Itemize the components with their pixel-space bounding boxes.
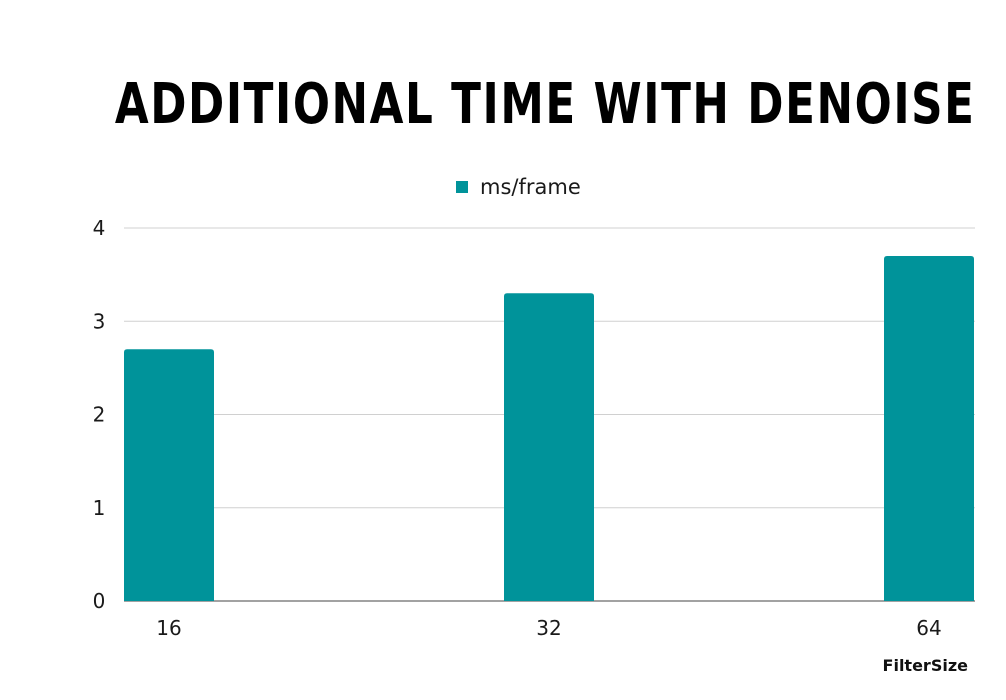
chart-title: ADDITIONAL TIME WITH DENOISE: [114, 72, 976, 137]
y-tick-label: 4: [93, 216, 106, 240]
x-tick-label: 16: [156, 616, 181, 640]
bar: [884, 255, 974, 601]
y-tick-label: 3: [93, 309, 106, 333]
y-tick-label: 1: [93, 496, 106, 520]
bar: [504, 293, 594, 601]
y-tick-label: 0: [93, 589, 106, 613]
bar: [124, 349, 214, 601]
legend-label: ms/frame: [480, 175, 581, 199]
x-axis-title: FilterSize: [882, 656, 968, 675]
x-tick-label: 32: [536, 616, 561, 640]
x-tick-label: 64: [916, 616, 941, 640]
legend: ms/frame: [456, 174, 581, 200]
y-tick-label: 2: [93, 403, 106, 427]
legend-swatch: [456, 181, 468, 193]
